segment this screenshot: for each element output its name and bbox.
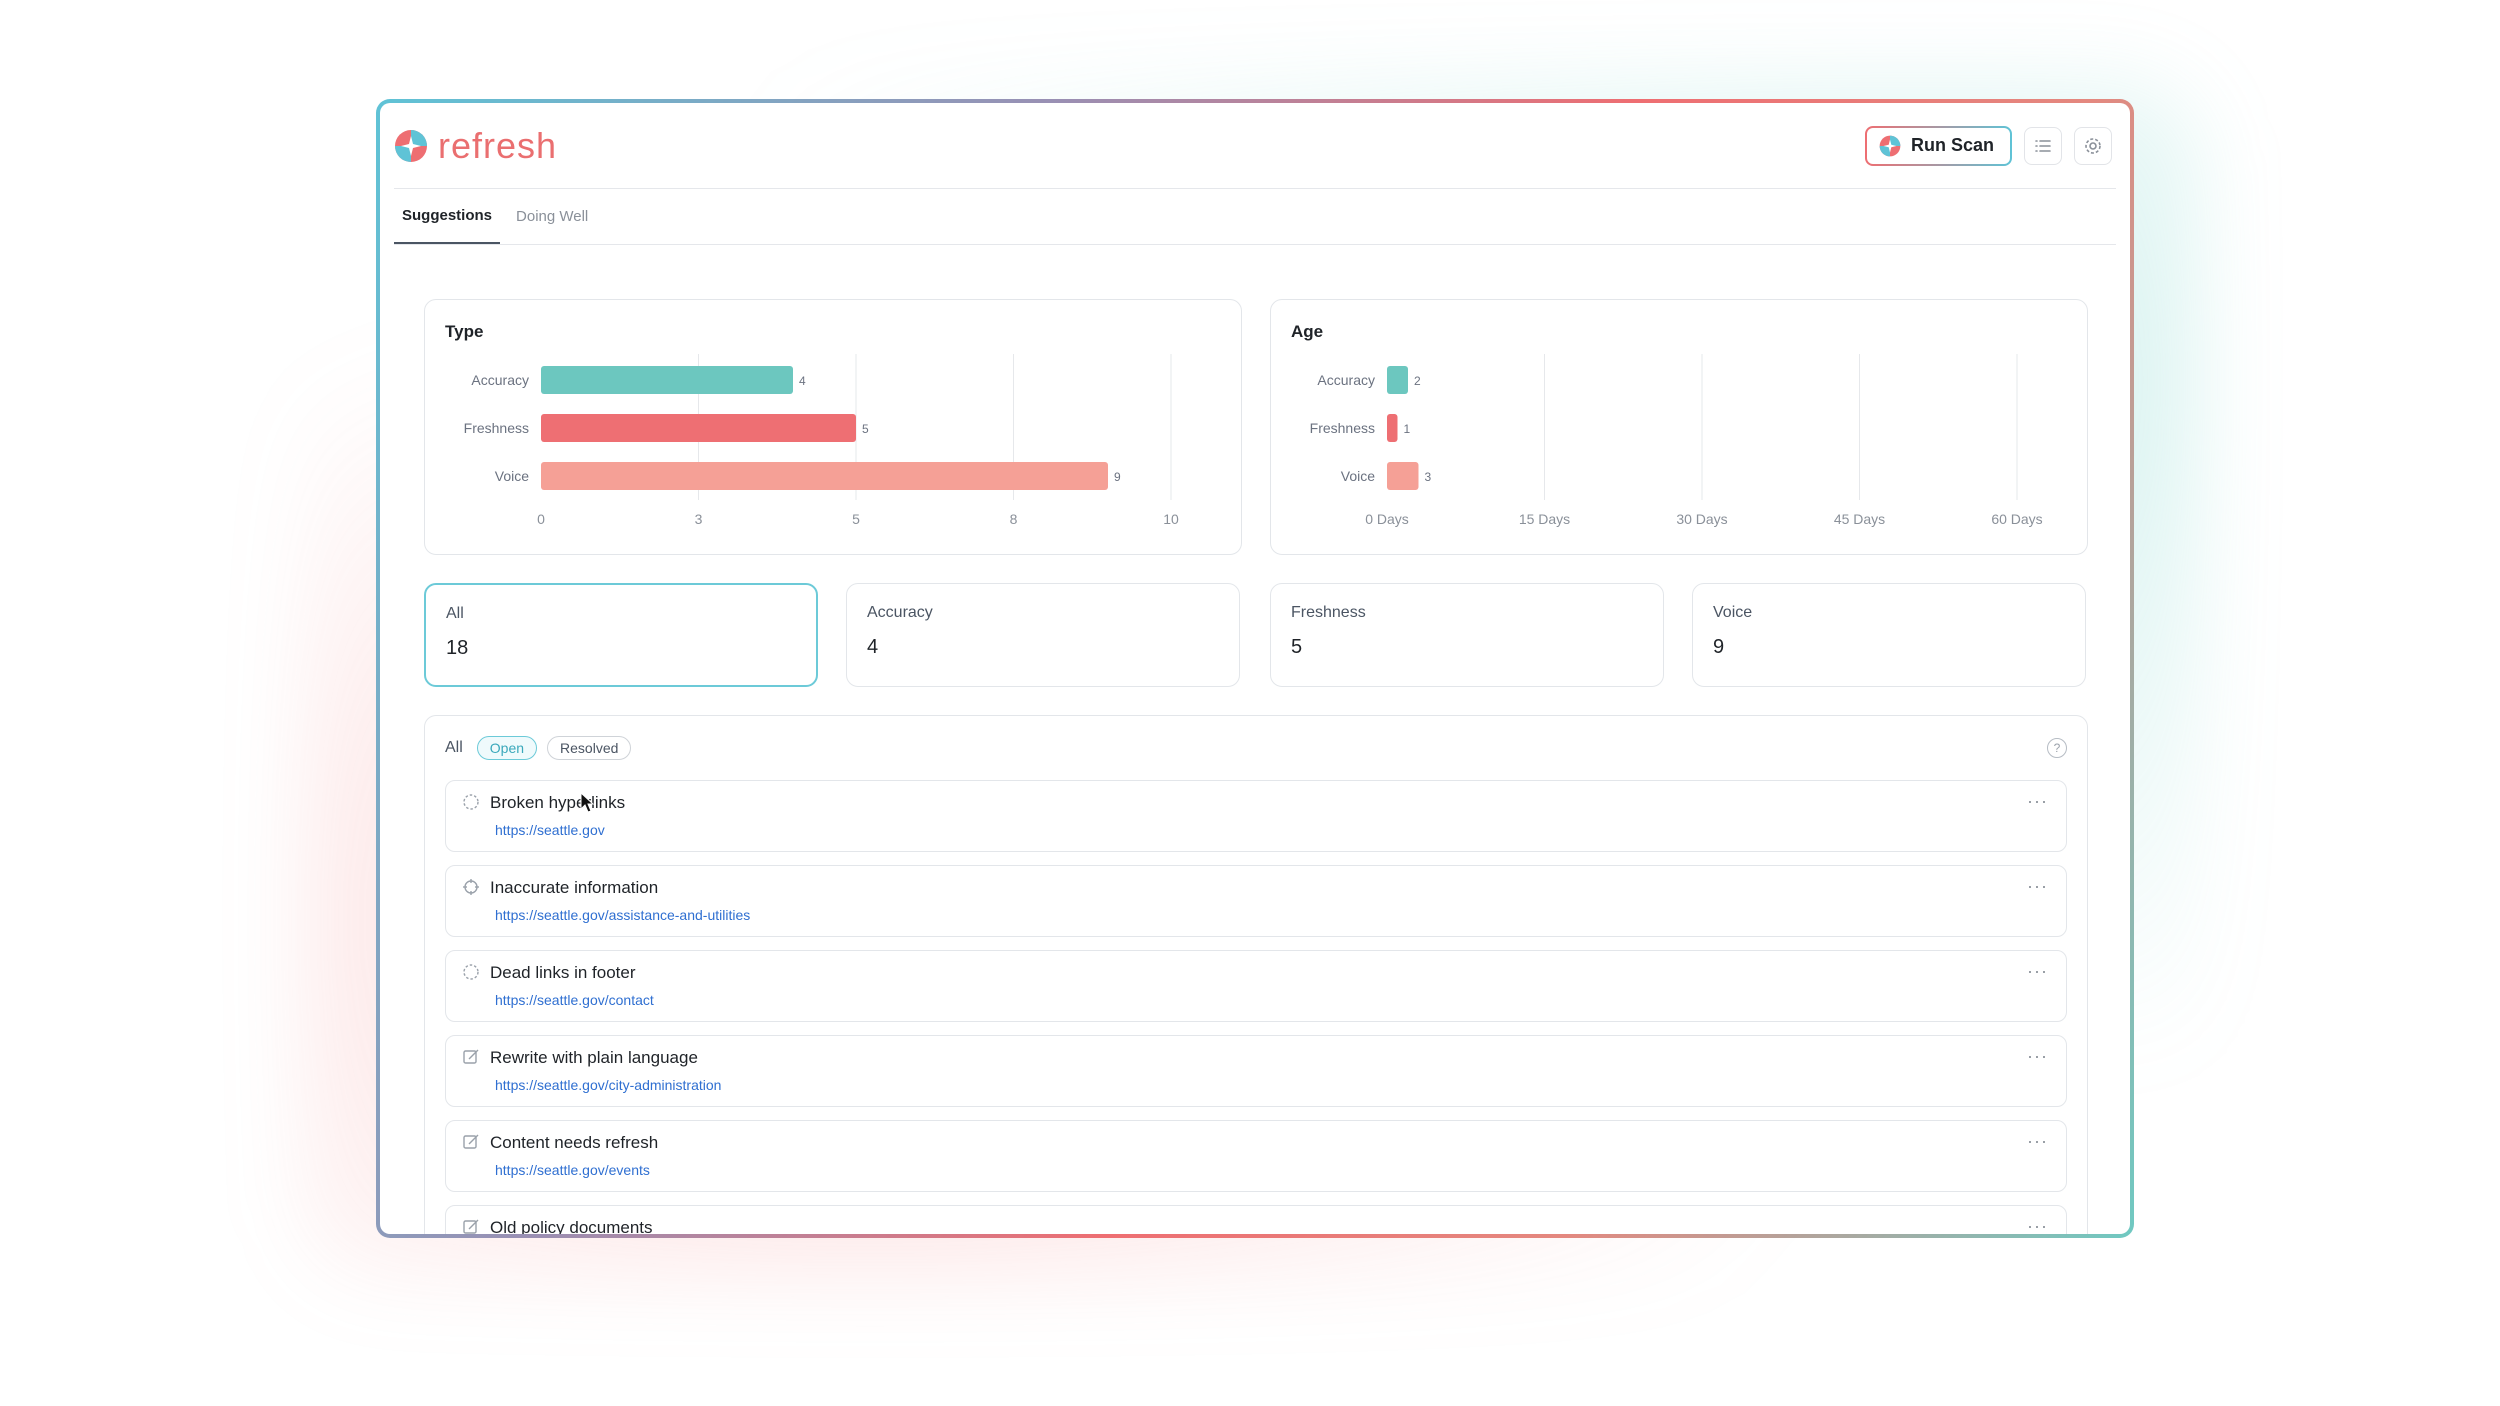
x-tick-label: 5 — [852, 511, 860, 527]
settings-button[interactable] — [2074, 126, 2112, 165]
suggestion-item[interactable]: Old policy documents ··· — [445, 1205, 2067, 1234]
suggestion-title: Inaccurate information — [490, 878, 659, 897]
broken-link-icon — [463, 794, 479, 810]
bar-value-label: 4 — [799, 374, 806, 388]
type-chart-card: Type 0 3 5 8 10 Accuracy 4 Freshness 5 Voice 9 — [424, 299, 1242, 555]
more-icon[interactable]: ··· — [2027, 1046, 2048, 1066]
tab-suggestions[interactable]: Suggestions — [394, 188, 501, 244]
app-window: refresh Run Scan — [376, 99, 2134, 1238]
more-icon[interactable]: ··· — [2027, 961, 2048, 981]
suggestion-url[interactable]: https://seattle.gov/assistance-and-utili… — [495, 907, 751, 923]
suggestions-panel: All Open Resolved ? Broken hyperlinks ht… — [424, 715, 2088, 1234]
refresh-logo-icon — [395, 129, 427, 162]
suggestion-item[interactable]: Content needs refresh https://seattle.go… — [445, 1120, 2067, 1192]
bar-value-label: 1 — [1404, 422, 1411, 436]
logo[interactable]: refresh — [394, 125, 557, 167]
tab-bar: Suggestions Doing Well — [394, 189, 2116, 245]
x-tick-label: 15 Days — [1519, 511, 1570, 527]
more-icon[interactable]: ··· — [2027, 791, 2048, 811]
y-category-label: Freshness — [1310, 420, 1375, 436]
suggestion-title: Broken hyperlinks — [490, 793, 626, 812]
suggestion-url[interactable]: https://seattle.gov — [495, 822, 605, 838]
stat-value: 9 — [1713, 636, 1725, 658]
app-name: refresh — [438, 124, 558, 166]
more-icon[interactable]: ··· — [2027, 876, 2048, 896]
gear-icon — [2085, 137, 2101, 154]
y-category-label: Accuracy — [1317, 372, 1375, 388]
y-category-label: Voice — [1341, 468, 1375, 484]
bar — [541, 414, 856, 442]
bar — [541, 462, 1108, 490]
x-tick-label: 0 — [537, 511, 545, 527]
type-chart-title: Type — [445, 322, 484, 341]
stat-value: 18 — [446, 637, 469, 659]
edit-icon — [463, 1049, 479, 1064]
suggestion-title: Content needs refresh — [490, 1133, 659, 1152]
status-filters: All Open Resolved ? — [445, 716, 2067, 780]
stat-value: 4 — [867, 636, 879, 658]
y-category-label: Accuracy — [471, 372, 529, 388]
stat-card-all[interactable]: All 18 — [424, 583, 818, 687]
app-header: refresh Run Scan — [394, 103, 2116, 189]
suggestion-item[interactable]: Rewrite with plain language https://seat… — [445, 1035, 2067, 1107]
edit-icon — [463, 1134, 479, 1149]
list-view-button[interactable] — [2024, 126, 2062, 165]
stat-label: All — [446, 605, 464, 622]
bar-value-label: 2 — [1414, 374, 1421, 388]
stat-card-freshness[interactable]: Freshness 5 — [1270, 583, 1664, 687]
run-scan-label: Run Scan — [1910, 135, 1994, 155]
bar — [1387, 462, 1419, 490]
list-icon — [2035, 139, 2051, 152]
bar-value-label: 3 — [1425, 470, 1432, 484]
x-tick-label: 8 — [1010, 511, 1018, 527]
x-tick-label: 60 Days — [1991, 511, 2042, 527]
crosshair-icon — [463, 879, 479, 895]
x-tick-label: 0 Days — [1365, 511, 1409, 527]
scan-logo-icon — [1879, 135, 1901, 156]
filter-all[interactable]: All — [445, 739, 463, 756]
suggestion-url[interactable]: https://seattle.gov/contact — [495, 992, 654, 1008]
filter-open[interactable]: Open — [476, 736, 538, 760]
suggestion-title: Rewrite with plain language — [490, 1048, 698, 1067]
run-scan-button[interactable]: Run Scan — [1865, 126, 2012, 166]
stat-label: Voice — [1713, 604, 1753, 621]
bar — [541, 366, 793, 394]
suggestion-item[interactable]: Dead links in footer https://seattle.gov… — [445, 950, 2067, 1022]
stat-label: Freshness — [1291, 604, 1366, 621]
suggestion-url[interactable]: https://seattle.gov/events — [495, 1162, 650, 1178]
type-chart: 0 3 5 8 10 Accuracy 4 Freshness 5 Voice 9 — [464, 354, 1179, 527]
bar-value-label: 9 — [1114, 470, 1121, 484]
bar — [1387, 414, 1398, 442]
suggestion-item[interactable]: Inaccurate information https://seattle.g… — [445, 865, 2067, 937]
edit-icon — [463, 1219, 479, 1234]
suggestion-title: Old policy documents — [490, 1218, 653, 1234]
bar-value-label: 5 — [862, 422, 869, 436]
app-content: refresh Run Scan — [380, 103, 2130, 1234]
header-actions: Run Scan — [1865, 126, 2112, 166]
more-icon[interactable]: ··· — [2027, 1131, 2048, 1151]
more-icon[interactable]: ··· — [2027, 1216, 2048, 1234]
mouse-cursor-icon — [580, 792, 594, 813]
suggestion-item[interactable]: Broken hyperlinks https://seattle.gov ··… — [445, 780, 2067, 852]
stat-card-accuracy[interactable]: Accuracy 4 — [846, 583, 1240, 687]
suggestion-title: Dead links in footer — [490, 963, 636, 982]
age-chart-card: Age 0 Days 15 Days 30 Days 45 Days 60 Days Ac… — [1270, 299, 2088, 555]
age-chart: 0 Days 15 Days 30 Days 45 Days 60 Days Accura… — [1310, 354, 2043, 527]
x-tick-label: 45 Days — [1834, 511, 1885, 527]
help-circle-icon[interactable]: ? — [2047, 738, 2067, 758]
y-category-label: Voice — [495, 468, 529, 484]
bar — [1387, 366, 1408, 394]
broken-link-icon — [463, 964, 479, 980]
filter-resolved[interactable]: Resolved — [547, 736, 632, 760]
x-tick-label: 10 — [1163, 511, 1179, 527]
stat-card-voice[interactable]: Voice 9 — [1692, 583, 2086, 687]
y-category-label: Freshness — [464, 420, 529, 436]
x-tick-label: 30 Days — [1676, 511, 1727, 527]
suggestion-url[interactable]: https://seattle.gov/city-administration — [495, 1077, 722, 1093]
stat-label: Accuracy — [867, 604, 933, 621]
tab-doing-well[interactable]: Doing Well — [516, 207, 589, 225]
stat-value: 5 — [1291, 636, 1303, 658]
age-chart-title: Age — [1291, 322, 1324, 341]
x-tick-label: 3 — [695, 511, 703, 527]
